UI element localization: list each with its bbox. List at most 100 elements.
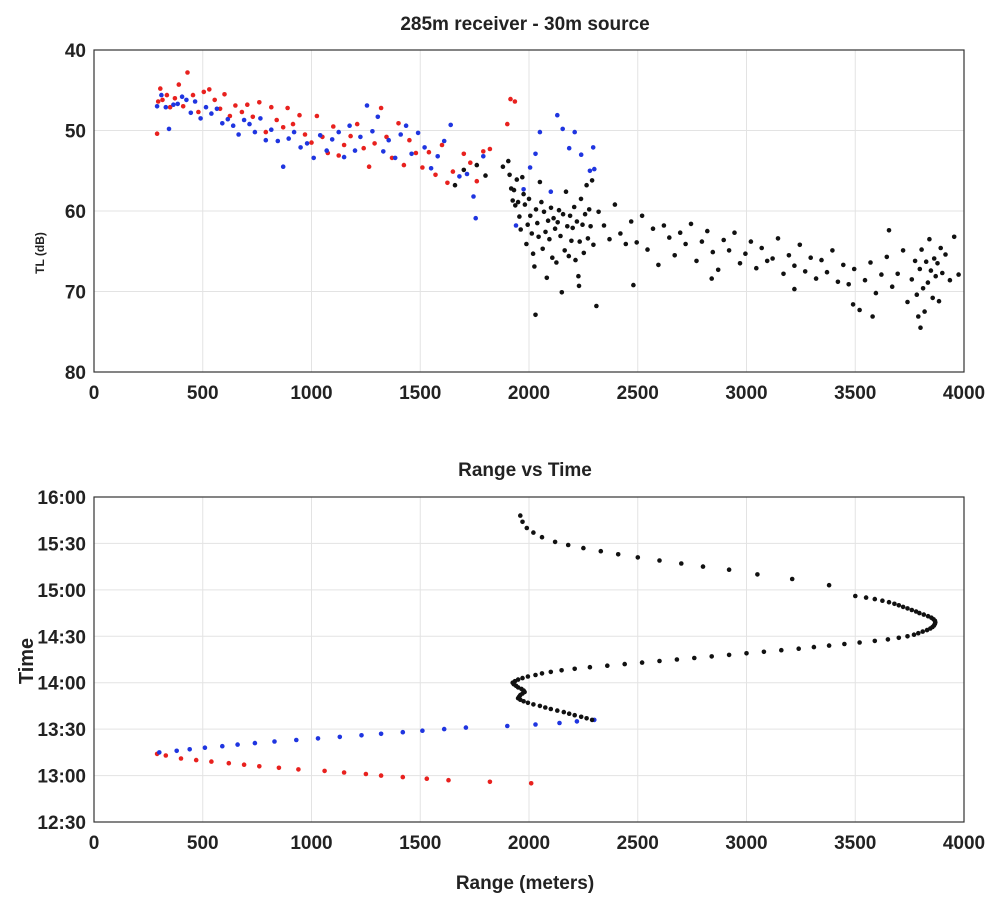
data-point — [537, 179, 543, 185]
data-point — [551, 215, 556, 221]
data-point — [830, 248, 835, 253]
data-point — [531, 702, 536, 707]
data-point — [700, 564, 706, 569]
data-point — [175, 101, 180, 107]
data-point — [561, 709, 567, 715]
data-point — [826, 582, 832, 588]
data-point — [235, 742, 240, 747]
data-point — [468, 160, 473, 165]
data-point — [525, 222, 530, 227]
data-point — [667, 235, 672, 240]
data-point — [309, 140, 314, 145]
data-point — [159, 92, 164, 98]
data-point — [529, 231, 535, 236]
data-point — [190, 92, 196, 98]
data-point — [618, 231, 623, 236]
data-point — [515, 199, 521, 205]
data-point — [853, 593, 858, 599]
data-point — [409, 151, 414, 157]
data-point — [324, 148, 330, 153]
data-point — [559, 668, 564, 673]
data-point — [347, 123, 352, 128]
data-point — [163, 753, 169, 758]
data-point — [174, 748, 179, 754]
data-point — [754, 265, 759, 271]
y-tick-label: 70 — [65, 283, 86, 304]
data-point — [505, 723, 510, 729]
data-point — [180, 104, 186, 109]
data-point — [554, 260, 559, 265]
data-point — [171, 102, 176, 107]
plot-frame — [93, 496, 965, 823]
data-point — [543, 705, 548, 710]
data-point — [528, 781, 534, 786]
data-point — [539, 671, 545, 676]
data-point — [435, 154, 441, 159]
data-point — [558, 233, 563, 239]
data-point — [533, 672, 538, 678]
data-point — [905, 606, 910, 611]
data-point — [311, 155, 317, 161]
data-point — [677, 230, 683, 235]
data-point — [471, 194, 476, 199]
data-point — [928, 268, 934, 273]
data-point — [315, 736, 321, 741]
data-point — [193, 757, 199, 763]
data-point — [811, 644, 817, 650]
data-point — [688, 221, 694, 227]
data-point — [560, 211, 566, 217]
data-point — [258, 116, 263, 121]
data-point — [157, 750, 162, 755]
data-point — [628, 219, 634, 224]
data-point — [272, 739, 277, 744]
data-point — [922, 309, 927, 314]
data-point — [520, 174, 525, 180]
data-point — [230, 123, 236, 128]
data-point — [547, 236, 552, 242]
data-point — [179, 94, 185, 99]
y-axis-label: TL (dB) — [33, 232, 47, 274]
data-point — [576, 283, 582, 289]
data-point — [263, 137, 269, 143]
data-point — [304, 141, 310, 146]
y-axis-label: Time — [16, 638, 38, 684]
data-point — [607, 236, 612, 242]
data-point — [337, 734, 343, 740]
data-point — [329, 137, 335, 142]
y-tick-label: 15:30 — [37, 534, 86, 555]
data-point — [571, 204, 577, 210]
data-point — [672, 253, 677, 258]
data-point — [764, 258, 770, 264]
data-point — [187, 747, 192, 752]
data-point — [233, 103, 238, 108]
data-point — [880, 598, 885, 603]
data-point — [286, 136, 292, 141]
range-vs-time-chart: Range vs Time Time Range (meters) 0 500 10… — [16, 460, 985, 894]
data-point — [341, 154, 347, 160]
data-point — [775, 236, 781, 241]
data-point — [580, 222, 585, 227]
data-point — [770, 256, 775, 261]
data-point — [709, 276, 714, 281]
x-tick-label: 3000 — [725, 833, 767, 854]
data-point — [574, 719, 580, 724]
data-point — [506, 158, 511, 164]
data-point — [481, 149, 486, 154]
data-point — [317, 133, 323, 138]
data-point — [176, 82, 182, 87]
data-point — [587, 664, 593, 670]
data-point — [473, 215, 479, 221]
data-point — [392, 155, 398, 161]
data-point — [400, 729, 406, 735]
data-point — [905, 634, 910, 639]
data-point — [424, 776, 430, 781]
data-point — [548, 205, 554, 211]
data-point — [407, 137, 412, 143]
data-point — [203, 104, 209, 110]
data-point — [548, 669, 554, 675]
x-tick-label: 1000 — [290, 383, 332, 404]
data-point — [634, 240, 639, 245]
data-point — [587, 168, 593, 174]
data-point — [920, 629, 925, 634]
data-point — [184, 97, 189, 103]
